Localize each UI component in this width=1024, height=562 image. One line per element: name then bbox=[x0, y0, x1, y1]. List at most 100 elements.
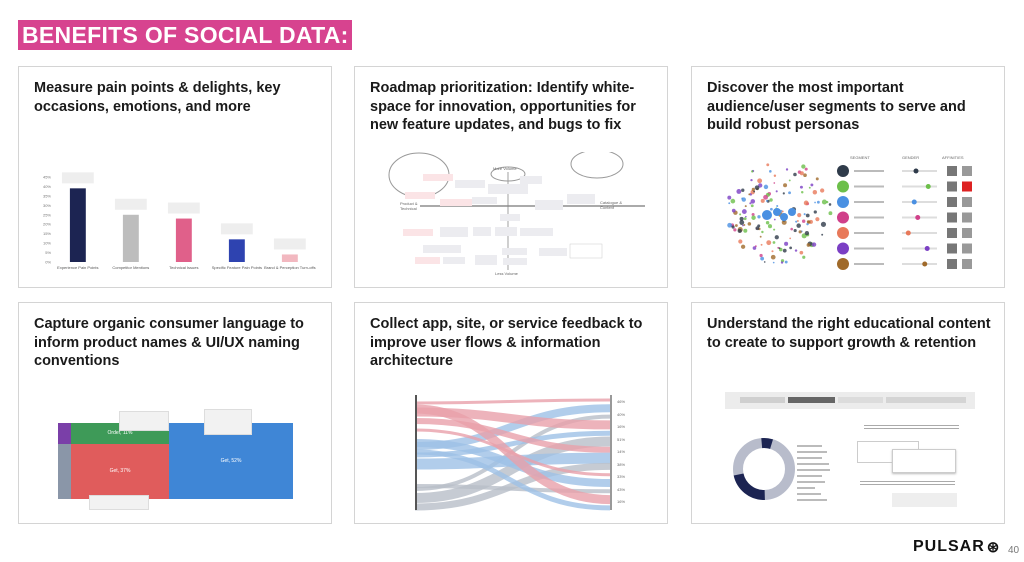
network-node bbox=[771, 250, 774, 253]
network-node bbox=[759, 235, 762, 238]
stage-tabs bbox=[725, 392, 975, 409]
network-node bbox=[778, 247, 781, 250]
segment-dot bbox=[837, 258, 849, 270]
bar bbox=[122, 214, 139, 262]
segment-dot bbox=[837, 242, 849, 255]
network-node bbox=[760, 243, 763, 246]
card-roadmap: Roadmap prioritization: Identify white-s… bbox=[354, 66, 668, 288]
gender-slider-track bbox=[902, 170, 937, 172]
catalogue-content-label: Catalogue & Content bbox=[600, 200, 623, 210]
network-node bbox=[821, 199, 827, 205]
network-node bbox=[750, 204, 754, 208]
network-node bbox=[739, 216, 744, 221]
network-node bbox=[789, 237, 792, 240]
affinity-image bbox=[947, 166, 957, 176]
network-node bbox=[751, 213, 755, 217]
network-node bbox=[728, 202, 731, 205]
gender-slider-track bbox=[902, 185, 937, 188]
network-node bbox=[757, 215, 761, 219]
network-node bbox=[739, 213, 742, 216]
y-tick-label: 45% bbox=[43, 175, 51, 180]
screenshot-thumb bbox=[892, 449, 956, 473]
more-volume-label: More Volume bbox=[493, 166, 517, 171]
roadmap-diagram bbox=[388, 152, 645, 270]
segment-label bbox=[854, 216, 884, 219]
network-node bbox=[828, 211, 833, 216]
slide-title: BENEFITS OF SOCIAL DATA: bbox=[18, 20, 352, 50]
network-node bbox=[749, 202, 752, 205]
network-node bbox=[796, 223, 801, 228]
mosaic-get-left-block: Get, 37% bbox=[71, 444, 169, 499]
quote-bubble bbox=[220, 223, 253, 235]
network-node bbox=[775, 190, 778, 193]
affinity-image bbox=[947, 243, 957, 254]
sankey-percent-label: 38% bbox=[617, 461, 626, 467]
network-node bbox=[773, 208, 781, 216]
network-node bbox=[801, 219, 806, 223]
network-node bbox=[788, 191, 791, 195]
affinities-header: AFFINITIES bbox=[942, 155, 964, 160]
sankey-flow bbox=[415, 404, 611, 505]
affinity-image bbox=[962, 181, 972, 192]
network-node bbox=[799, 250, 804, 255]
network-node bbox=[761, 230, 764, 234]
sankey-flow bbox=[415, 439, 611, 487]
segment-dot bbox=[837, 196, 849, 208]
network-node bbox=[727, 195, 732, 200]
segment-header: SEGMENT bbox=[850, 155, 870, 160]
network-node bbox=[806, 220, 810, 224]
network-node bbox=[731, 225, 735, 229]
quote-bubble bbox=[273, 238, 306, 250]
bar bbox=[281, 254, 298, 262]
network-node bbox=[751, 215, 756, 220]
network-node bbox=[782, 192, 785, 195]
network-node bbox=[825, 200, 829, 204]
segment-label bbox=[854, 201, 884, 203]
sankey-flow bbox=[415, 436, 611, 503]
x-tick-label: Competitor Mentions bbox=[112, 265, 149, 270]
network-node bbox=[804, 230, 810, 236]
y-tick-label: 15% bbox=[43, 231, 51, 236]
card-segments: Discover the most important audience/use… bbox=[691, 66, 1005, 288]
network-node bbox=[797, 213, 802, 218]
network-node bbox=[743, 217, 747, 221]
network-node bbox=[751, 170, 754, 173]
network-node bbox=[740, 244, 746, 249]
x-tick-label: Technical Issues bbox=[169, 265, 198, 270]
segment-label bbox=[854, 263, 884, 265]
network-node bbox=[738, 239, 743, 244]
network-node bbox=[765, 220, 770, 225]
network-node bbox=[803, 200, 809, 206]
x-tick-label: Specific Feature Pain Points bbox=[212, 265, 262, 270]
network-node bbox=[773, 218, 776, 221]
network-node bbox=[805, 213, 810, 218]
network-node bbox=[744, 205, 747, 208]
network-node bbox=[812, 190, 818, 195]
sankey-percent-label: 46% bbox=[617, 399, 626, 404]
card-heading: Measure pain points & delights, key occa… bbox=[34, 80, 281, 115]
network-node bbox=[763, 184, 769, 190]
network-node bbox=[747, 222, 752, 226]
network-node bbox=[780, 213, 788, 221]
mosaic-purple-block bbox=[58, 423, 71, 444]
network-node bbox=[793, 172, 797, 177]
network-node bbox=[762, 210, 772, 220]
bar bbox=[175, 218, 192, 262]
affinity-image bbox=[962, 243, 972, 254]
quote-bubble bbox=[167, 202, 200, 214]
network-node bbox=[745, 215, 747, 218]
network-node bbox=[794, 249, 798, 252]
sankey-percent-label: 14% bbox=[617, 449, 626, 454]
pulsar-star-icon: ⊛ bbox=[986, 539, 1001, 556]
network-node bbox=[748, 193, 751, 196]
network-node bbox=[776, 204, 779, 208]
gender-slider-thumb bbox=[925, 184, 931, 189]
network-node bbox=[741, 197, 746, 202]
network-node bbox=[798, 230, 802, 234]
network-node bbox=[734, 224, 738, 227]
network-node bbox=[766, 163, 770, 167]
network-node bbox=[760, 198, 765, 203]
segment-label bbox=[854, 170, 884, 172]
card-feedback: Collect app, site, or service feedback t… bbox=[354, 302, 668, 524]
network-node bbox=[813, 210, 817, 214]
